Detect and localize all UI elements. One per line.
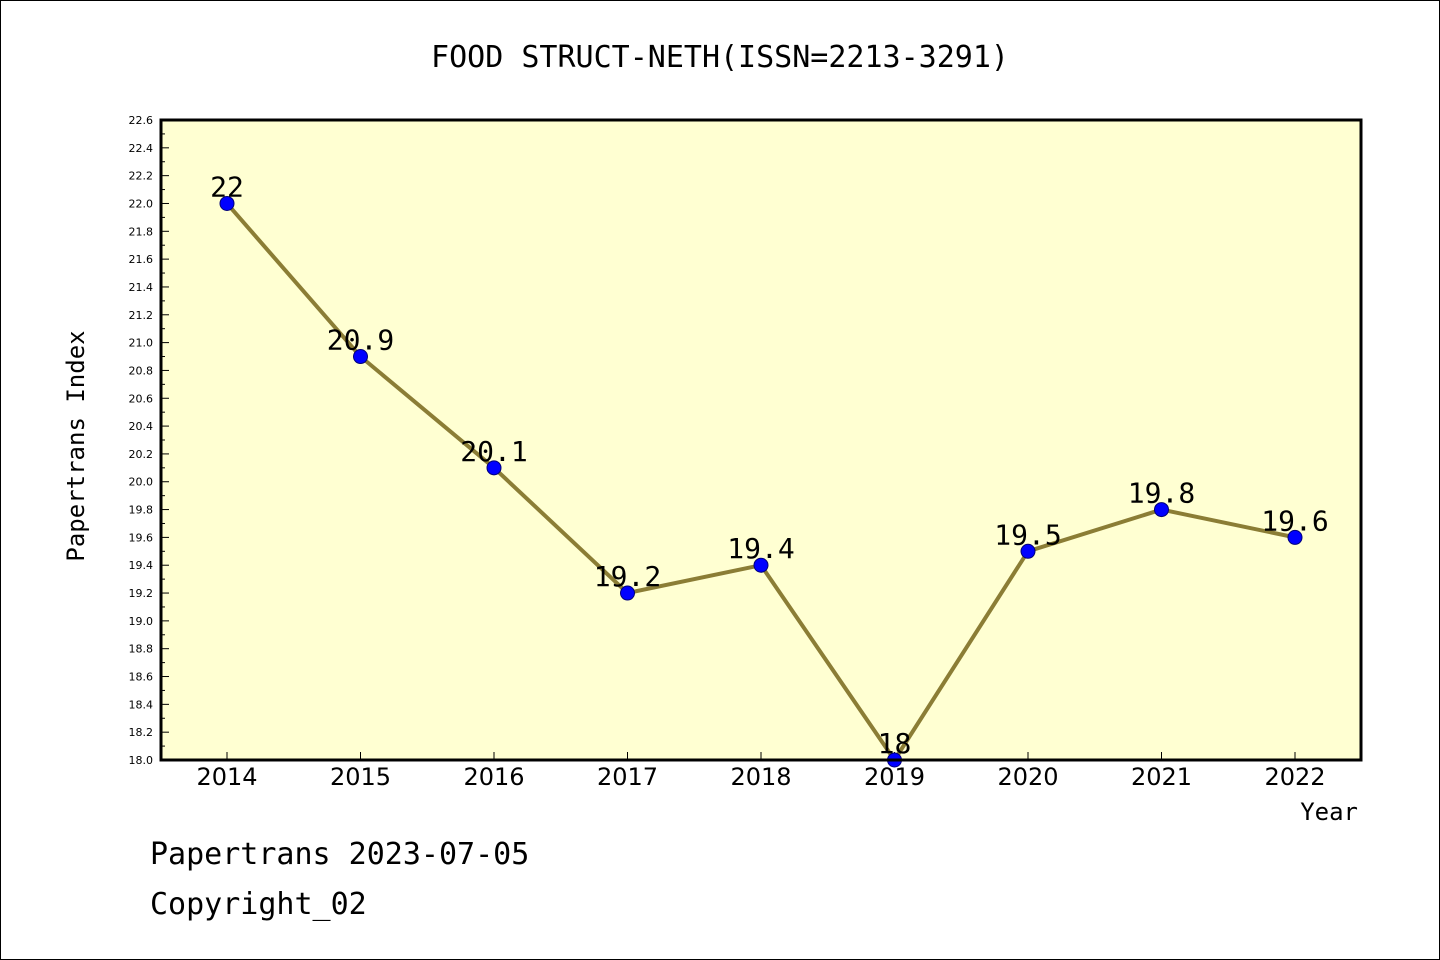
y-tick-label: 22.0 — [129, 197, 154, 210]
data-point — [353, 349, 368, 365]
y-axis-ticks: 18.0 18.2 18.4 18.6 18.8 19.0 19.2 19.4 19.6 19.8… — [129, 114, 169, 767]
y-tick-label: 19.8 — [129, 504, 154, 517]
data-point — [620, 585, 635, 601]
y-tick-label: 18.6 — [129, 671, 154, 684]
y-tick-label: 21.6 — [129, 253, 154, 266]
x-tick-label: 2020 — [997, 763, 1058, 791]
data-label: 22 — [210, 170, 244, 203]
data-point — [753, 557, 769, 573]
plot-area — [161, 120, 1361, 760]
y-tick-label: 21.8 — [129, 225, 154, 238]
footer-copyright: Copyright_02 — [150, 887, 367, 922]
y-tick-label: 19.4 — [129, 559, 154, 572]
footer-date: Papertrans 2023-07-05 — [150, 837, 529, 872]
y-axis-label: Papertrans Index — [62, 330, 90, 561]
data-label: 19.5 — [994, 518, 1061, 551]
y-tick-label: 18.8 — [129, 643, 154, 656]
x-tick-label: 2015 — [330, 763, 391, 791]
data-point — [1020, 543, 1036, 559]
x-tick-label: 2021 — [1131, 763, 1192, 791]
plot-border — [159, 118, 1363, 762]
data-point — [219, 195, 235, 211]
x-tick-label: 2018 — [730, 763, 791, 791]
x-tick-label: 2022 — [1264, 763, 1325, 791]
x-axis-label: Year — [1300, 798, 1358, 826]
y-tick-label: 21.4 — [129, 281, 154, 294]
y-tick-label: 22.6 — [129, 114, 154, 127]
data-point — [1287, 529, 1303, 545]
x-tick-label: 2019 — [864, 763, 925, 791]
data-label: 20.1 — [460, 435, 527, 468]
data-point — [1154, 502, 1169, 518]
y-tick-label: 20.0 — [129, 476, 154, 489]
y-tick-label: 22.2 — [129, 170, 154, 183]
data-labels: 22 20.9 20.1 19.2 19.4 18 19.5 19.8 19.6 — [210, 170, 1329, 760]
y-tick-label: 22.4 — [129, 142, 154, 155]
x-tick-label: 2017 — [597, 763, 658, 791]
data-label: 18 — [878, 727, 912, 760]
y-tick-label: 18.4 — [129, 698, 154, 711]
y-tick-label: 21.0 — [129, 337, 154, 350]
chart-title: FOOD STRUCT-NETH(ISSN=2213-3291) — [431, 40, 1009, 75]
y-tick-label: 21.2 — [129, 309, 154, 322]
y-tick-label: 20.8 — [129, 364, 154, 377]
x-tick-label: 2016 — [463, 763, 524, 791]
data-label: 19.2 — [594, 560, 661, 593]
data-point — [486, 460, 502, 476]
y-tick-label: 19.2 — [129, 587, 154, 600]
y-tick-label: 20.2 — [129, 448, 154, 461]
data-label: 20.9 — [327, 324, 394, 357]
y-tick-label: 20.4 — [129, 420, 154, 433]
y-tick-label: 20.6 — [129, 392, 154, 405]
x-axis-ticks: 2014 2015 2016 2017 2018 2019 2020 2021 2022 — [196, 752, 1326, 791]
y-tick-label: 19.6 — [129, 531, 154, 544]
data-label: 19.8 — [1128, 477, 1195, 510]
x-tick-label: 2014 — [196, 763, 257, 791]
y-tick-label: 18.0 — [129, 754, 154, 767]
y-tick-label: 19.0 — [129, 615, 154, 628]
data-label: 19.6 — [1261, 504, 1328, 537]
data-label: 19.4 — [727, 532, 794, 565]
y-tick-label: 18.2 — [129, 726, 154, 739]
